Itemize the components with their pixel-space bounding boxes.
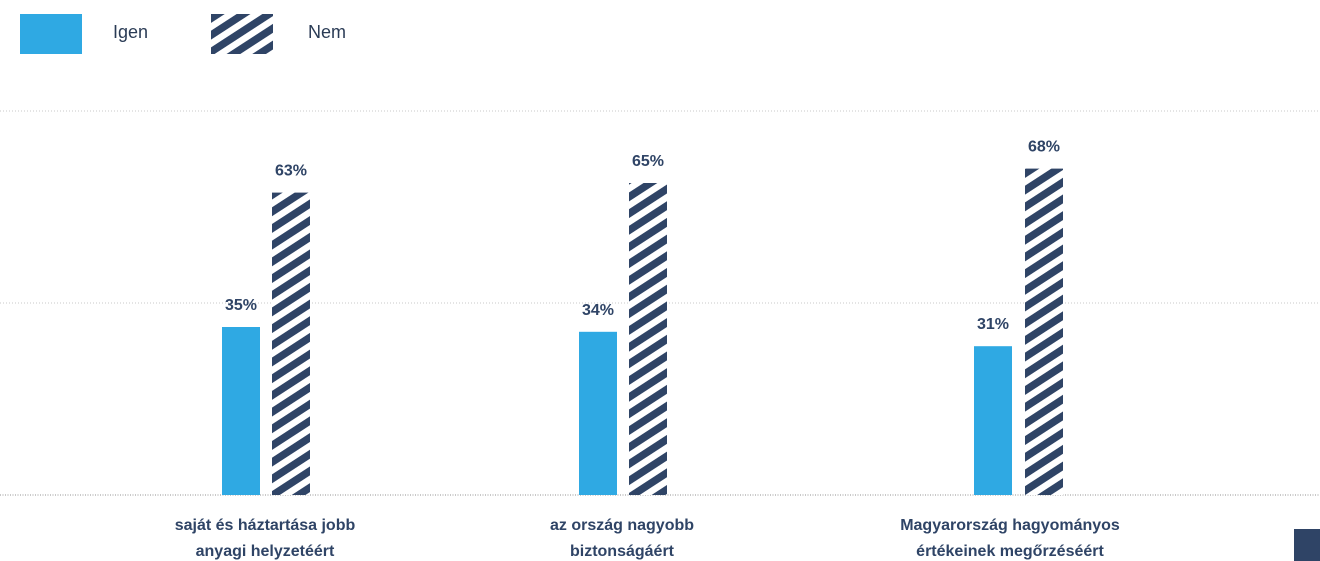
bar-nem-2 (1025, 168, 1063, 495)
value-label-igen-1: 34% (582, 302, 614, 319)
value-label-nem-1: 65% (632, 153, 664, 170)
corner-block (1294, 529, 1320, 561)
value-label-nem-0: 63% (275, 163, 307, 180)
bar-igen-1 (579, 331, 617, 495)
legend-label-nem: Nem (308, 22, 347, 42)
legend-swatch-igen (20, 14, 82, 54)
legend-label-igen: Igen (113, 22, 149, 42)
category-label-2-line-0: Magyarország hagyományos (900, 517, 1120, 534)
bar-igen-2 (974, 346, 1012, 495)
category-label-0-line-0: saját és háztartása jobb (175, 517, 356, 534)
legend: Igen Nem (0, 0, 600, 70)
category-label-1-line-0: az ország nagyobb (550, 517, 694, 534)
value-label-nem-2: 68% (1028, 139, 1060, 156)
bar-igen-0 (222, 327, 260, 495)
bar-nem-0 (272, 192, 310, 495)
value-label-igen-2: 31% (977, 316, 1009, 333)
bar-nem-1 (629, 183, 667, 495)
value-label-igen-0: 35% (225, 297, 257, 314)
category-label-1-line-1: biztonságáért (570, 543, 675, 560)
category-label-0-line-1: anyagi helyzetéért (196, 543, 335, 560)
category-label-2-line-1: értékeinek megőrzéséért (916, 543, 1104, 560)
legend-swatch-nem (211, 14, 273, 54)
